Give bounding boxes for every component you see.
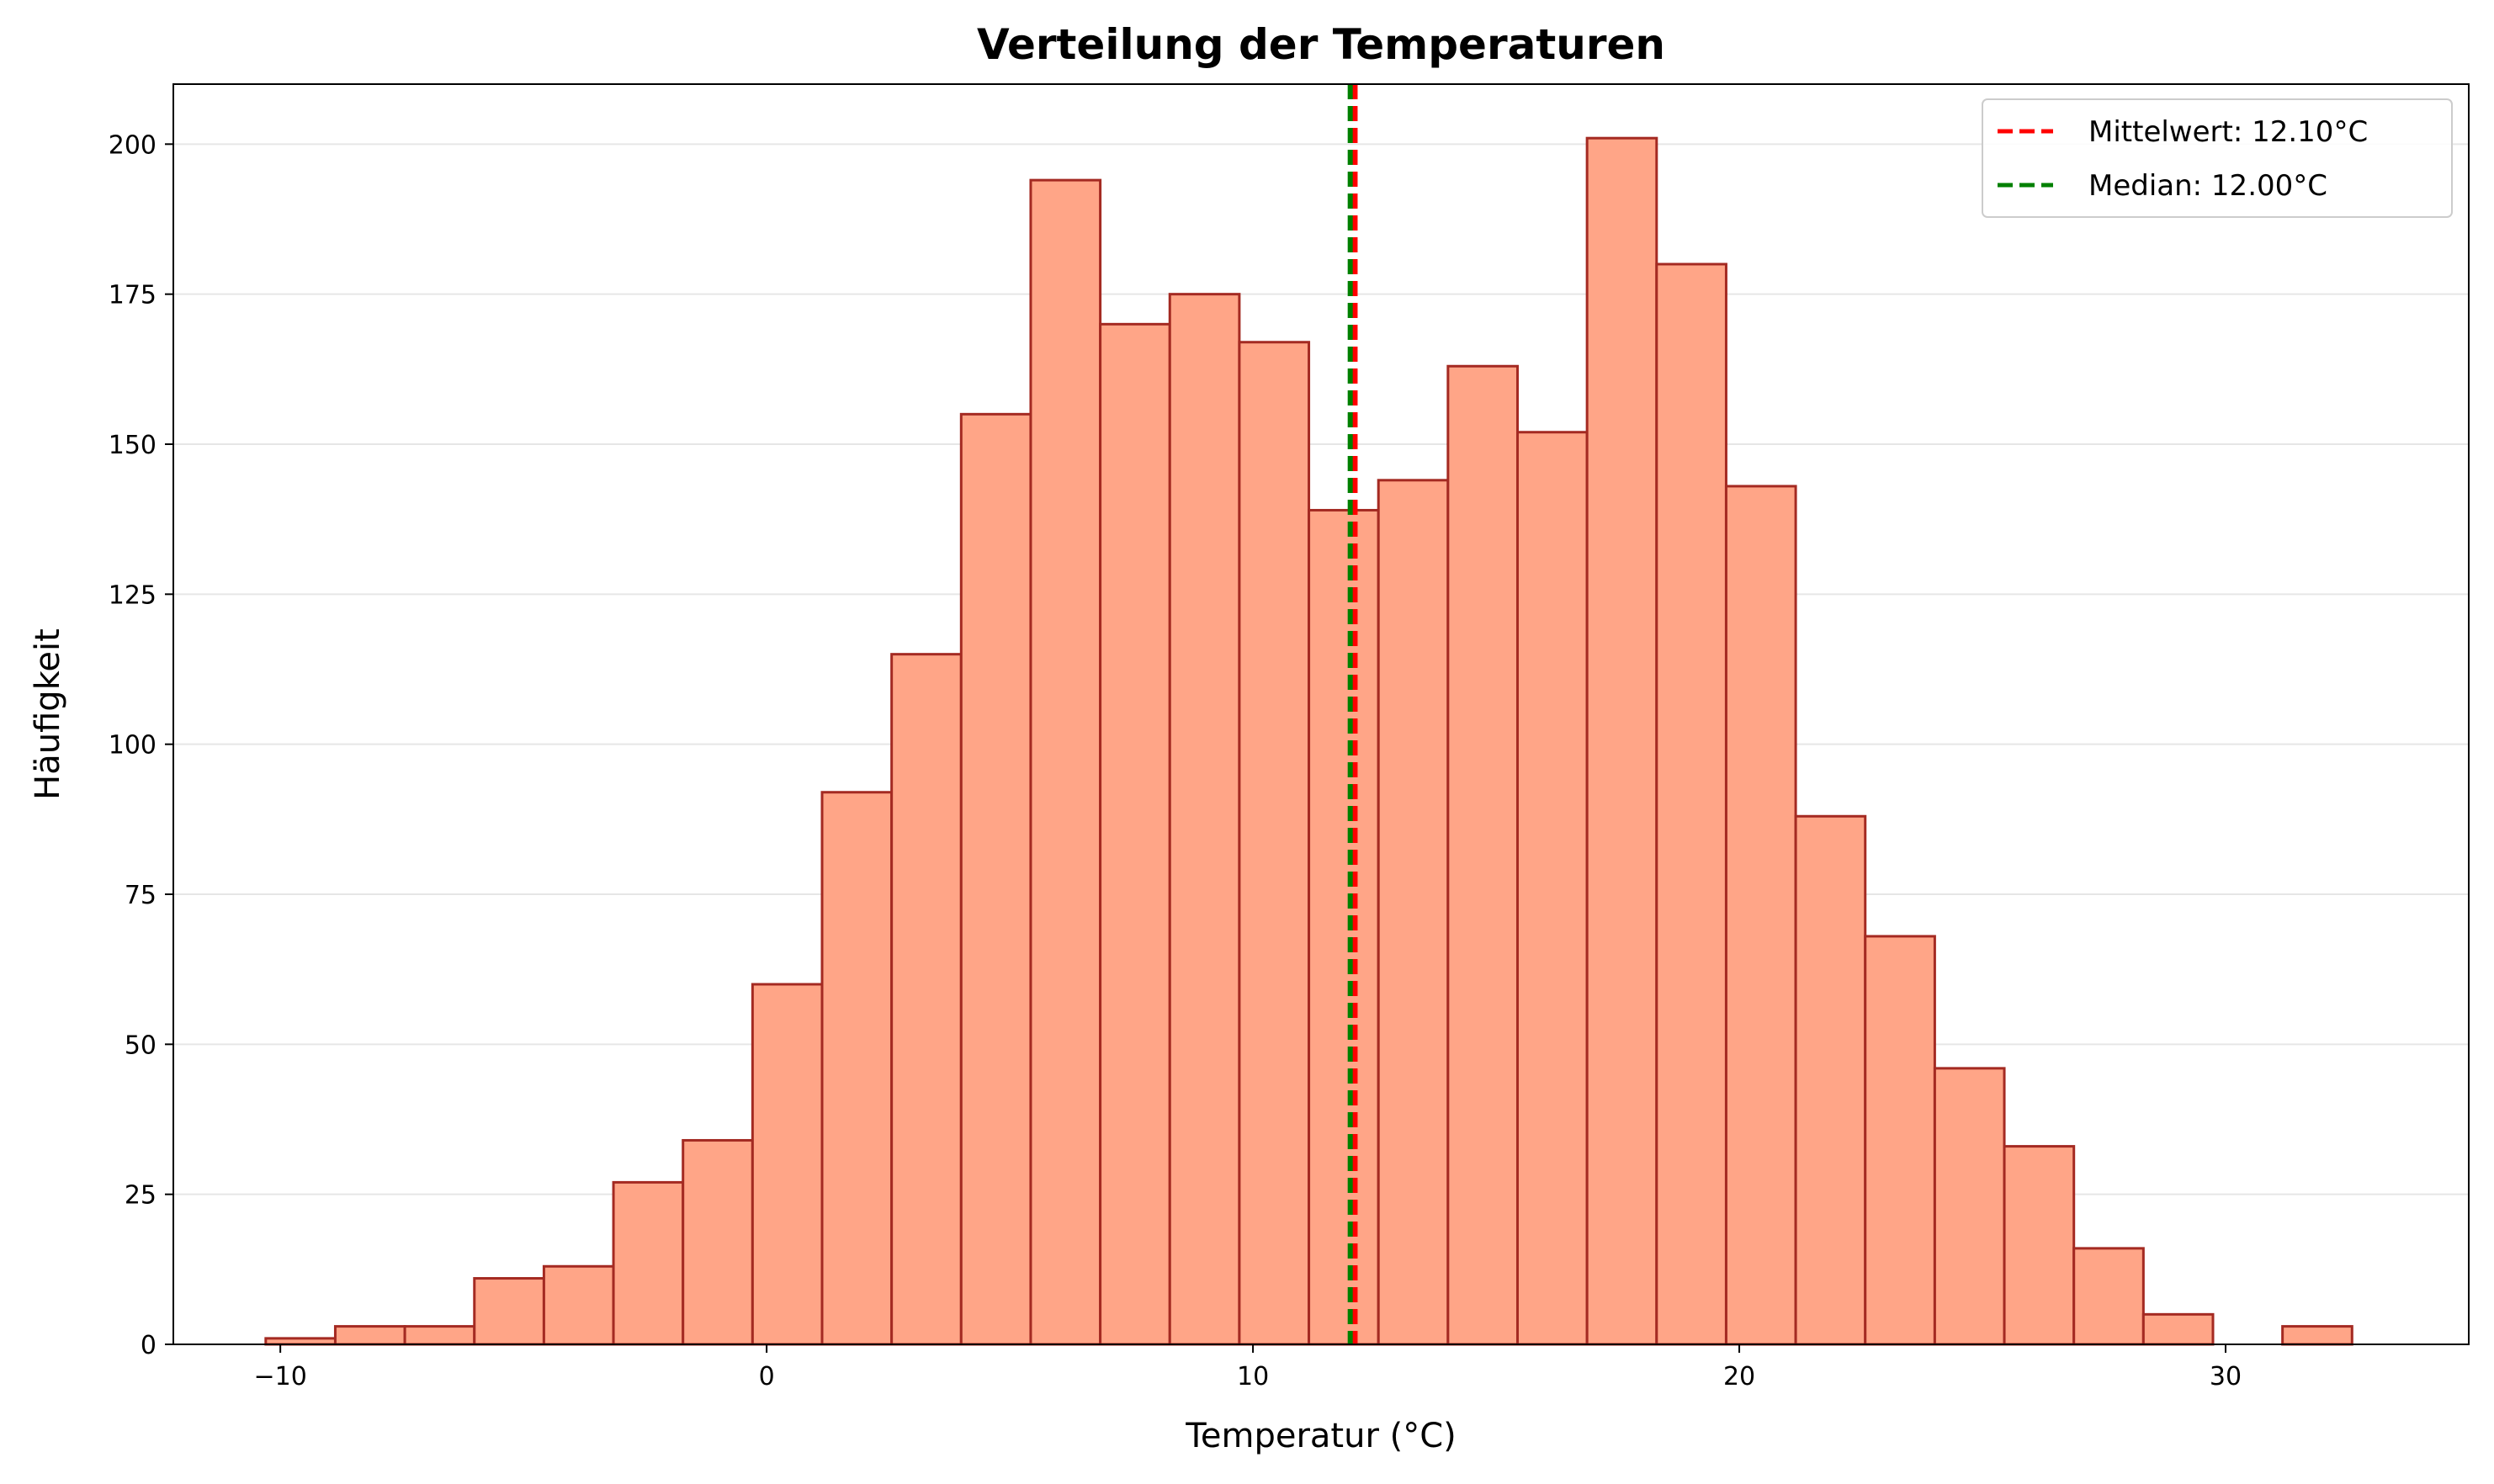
histogram-bar (264, 1337, 337, 1346)
y-tick-label: 150 (109, 431, 157, 460)
legend-label-median: Median: 12.00°C (2088, 169, 2327, 203)
legend-box (1982, 98, 2453, 218)
histogram-bar (1794, 814, 1867, 1346)
chart-title: Verteilung der Temperaturen (977, 20, 1665, 69)
histogram-bar (1933, 1067, 2006, 1346)
x-axis-label: Temperatur (°C) (1185, 1417, 1457, 1455)
histogram-bar (1515, 431, 1589, 1346)
histogram-bar (542, 1264, 615, 1346)
y-tick-label: 75 (125, 881, 157, 910)
y-tick-label: 125 (109, 580, 157, 610)
histogram-bar (2141, 1312, 2215, 1346)
histogram-bar (890, 653, 963, 1346)
histogram-bar (473, 1277, 545, 1346)
histogram-bar (820, 791, 894, 1346)
x-tick-label: 10 (1237, 1362, 1269, 1391)
histogram-bar (1585, 136, 1658, 1346)
histogram-bar (403, 1325, 476, 1346)
histogram-bar (1864, 935, 1936, 1346)
histogram-bar (1238, 341, 1311, 1346)
histogram-bar (682, 1138, 754, 1346)
y-tick-label: 100 (109, 731, 157, 761)
y-axis-label: Häufigkeit (29, 628, 67, 800)
plot-frame (172, 83, 2470, 1345)
histogram-bar (1029, 178, 1102, 1346)
histogram-bar (2003, 1145, 2076, 1346)
histogram-bar (959, 412, 1032, 1346)
legend: Mittelwert: 12.10°C Median: 12.00°C (1982, 98, 2453, 218)
histogram-bar (612, 1180, 685, 1346)
histogram-bar (1724, 485, 1797, 1346)
histogram-bar (1099, 322, 1171, 1346)
histogram-bar (1446, 364, 1519, 1346)
y-tick-label: 0 (141, 1331, 157, 1360)
histogram-bar (1168, 293, 1241, 1346)
x-tick-label: 30 (2210, 1362, 2242, 1391)
histogram-bar (1655, 262, 1727, 1346)
axis-ticks: −10 0 10 20 30 0 25 50 75 100 125 150 175 200 (109, 130, 2242, 1391)
legend-label-mean: Mittelwert: 12.10°C (2088, 115, 2368, 149)
reference-lines (1347, 84, 1358, 1344)
y-tick-label: 175 (109, 281, 157, 310)
y-tick-label: 200 (109, 130, 157, 160)
histogram-bar (2072, 1247, 2145, 1346)
y-tick-label: 25 (125, 1181, 157, 1211)
histogram-bar (2281, 1325, 2353, 1346)
histogram-bar (333, 1325, 406, 1346)
histogram-bar (751, 983, 824, 1346)
histogram-bar (1377, 479, 1450, 1346)
histogram-bar (1308, 508, 1380, 1346)
y-tick-label: 50 (125, 1031, 157, 1060)
x-tick-label: −10 (253, 1362, 306, 1391)
x-tick-label: 20 (1723, 1362, 1755, 1391)
histogram-bars (264, 136, 2353, 1346)
x-tick-label: 0 (759, 1362, 775, 1391)
